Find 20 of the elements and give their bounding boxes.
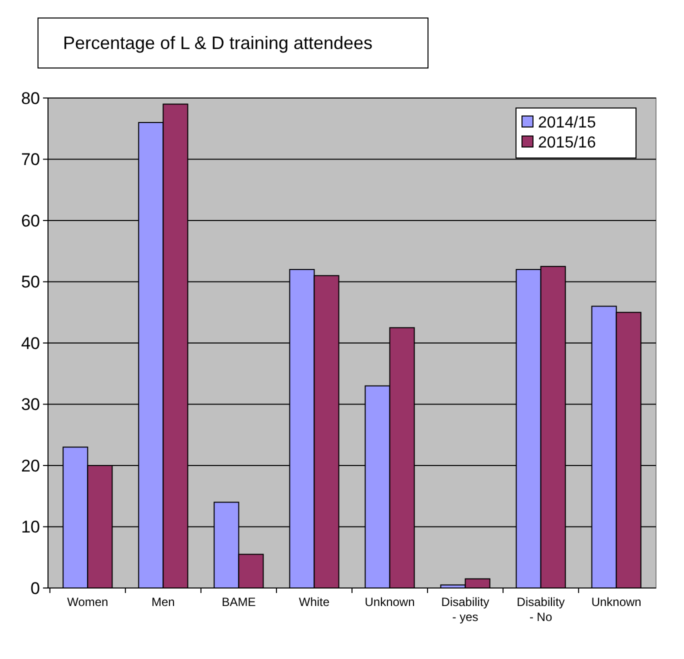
y-tick-label: 60 [21, 211, 40, 230]
y-tick-label: 20 [21, 456, 40, 476]
y-tick-label: 70 [21, 150, 40, 170]
x-tick-label: Disability - yes [441, 595, 490, 624]
y-tick-label: 40 [21, 334, 40, 353]
chart-title: Percentage of L & D training attendees [63, 33, 373, 53]
x-tick-label: Unknown [364, 595, 415, 609]
x-tick-label: Unknown [591, 595, 642, 609]
x-tick-label: White [298, 595, 330, 609]
y-tick-label: 80 [21, 88, 40, 108]
x-tick-label: Women [67, 595, 108, 609]
x-tick-label: Disability - No [516, 595, 565, 624]
legend-label: 2015/16 [538, 134, 596, 152]
legend-label: 2014/15 [538, 114, 596, 132]
y-tick-label: 50 [21, 272, 40, 292]
x-tick-label: Men [152, 595, 175, 609]
y-tick-label: 0 [30, 578, 40, 598]
y-tick-label: 10 [21, 518, 40, 537]
x-tick-label: BAME [222, 595, 256, 609]
y-tick-label: 30 [21, 395, 40, 414]
